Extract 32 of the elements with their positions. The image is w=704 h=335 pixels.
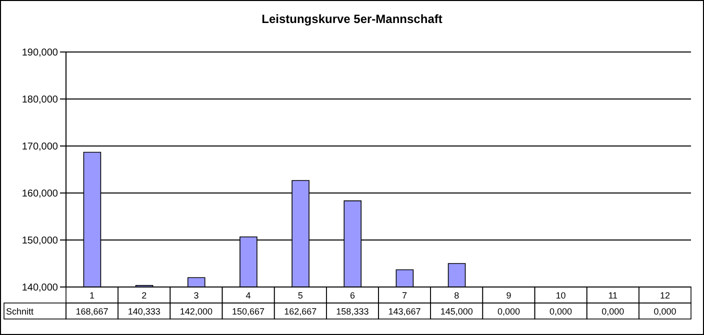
y-tick-label: 180,000 [22, 94, 58, 106]
x-tick-label: 5 [298, 290, 303, 300]
text: Schnitt [6, 306, 34, 316]
y-tick-label: 160,000 [22, 188, 58, 200]
x-tick-label: 10 [556, 290, 566, 300]
text: 0,000 [602, 306, 624, 316]
data-label: 143,667 [388, 306, 421, 316]
x-tick-label: 3 [194, 290, 199, 300]
x-tick-label: 2 [142, 290, 147, 300]
data-label: 142,000 [180, 306, 212, 316]
x-tick-label: 9 [506, 290, 512, 300]
text: 0,000 [550, 306, 572, 316]
data-label: 158,333 [336, 306, 369, 316]
x-tick-label: 1 [90, 290, 95, 300]
data-label: 145,000 [440, 306, 473, 316]
text: 0,000 [654, 306, 676, 316]
data-label: 168,667 [76, 306, 108, 316]
text: 0,000 [497, 306, 520, 316]
y-tick-label: 170,000 [22, 142, 58, 153]
data-label: 140,333 [128, 306, 160, 316]
x-tick-label: 12 [660, 290, 670, 300]
chart-title: Leistungskurve 5er-Mannschaft [260, 12, 444, 26]
x-tick-label: 4 [246, 290, 251, 300]
x-tick-label: 11 [608, 290, 618, 300]
x-tick-label: 7 [402, 290, 408, 300]
y-tick-label: 150,000 [22, 236, 58, 247]
x-tick-label: 8 [454, 290, 460, 300]
y-tick-label: 190,000 [22, 48, 58, 59]
data-label: 150,667 [232, 306, 265, 316]
y-tick-label: 140,000 [22, 282, 58, 294]
data-label: 162,667 [284, 306, 317, 316]
x-tick-label: 6 [350, 290, 355, 300]
